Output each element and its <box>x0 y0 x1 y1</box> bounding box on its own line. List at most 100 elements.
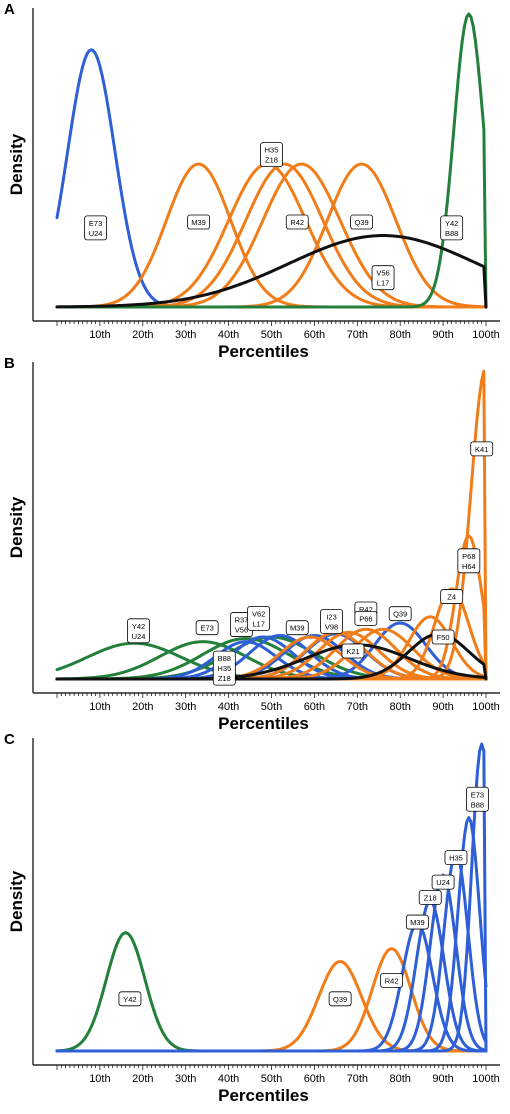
x-tick-label: 90th <box>432 701 453 713</box>
x-tick-label: 10th <box>89 329 110 341</box>
curve-label-text: V62 <box>252 609 265 618</box>
density-curve-black <box>55 632 488 681</box>
curve-label: Q39 <box>350 214 373 230</box>
curve-label-box <box>440 215 464 241</box>
curve-label-text: V56 <box>235 626 248 635</box>
curve-label-box <box>354 610 378 626</box>
curve-label-text: H35 <box>265 146 279 155</box>
curve-label-box <box>187 214 210 230</box>
x-tick-label: 100th <box>472 1073 500 1085</box>
panel-b: B Density 10th 20th 30th 40th 50th 60th 70th 80th… <box>4 355 500 733</box>
curve-label-text: M39 <box>290 624 305 633</box>
x-tick-label: 80th <box>389 701 410 713</box>
curve-label-text: Z18 <box>424 894 437 903</box>
curve-label-text: R42 <box>385 976 399 985</box>
x-tick-label: 20th <box>132 329 153 341</box>
curve-label-text: Q39 <box>333 995 347 1004</box>
x-tick-label: 100th <box>472 329 500 341</box>
curve-label-box <box>195 620 219 636</box>
curve-label-text: U24 <box>436 878 450 887</box>
panel-a: A Density 10th 20th 30th 40th 50th 60th 70th 80th… <box>4 1 500 361</box>
x-tick-label: 30th <box>175 1073 196 1085</box>
curve-label-box <box>341 643 365 659</box>
x-tick-label: 20th <box>132 1073 153 1085</box>
density-curve-blue <box>55 48 488 309</box>
curve-label-text: H64 <box>462 562 476 571</box>
curve-label-box <box>405 914 429 930</box>
curve-label-text: Q39 <box>393 610 407 619</box>
curve-label-text: B88 <box>445 229 458 238</box>
curve-label-text: Y42 <box>132 622 145 631</box>
x-tick-label: 90th <box>432 1073 453 1085</box>
curve-label-box <box>320 609 343 634</box>
density-curve-blue <box>55 742 488 1053</box>
curve-label-text: Y42 <box>123 995 136 1004</box>
x-tick-label: 40th <box>218 1073 239 1085</box>
curve-label-box <box>118 991 142 1007</box>
x-tick-label: 50th <box>261 701 282 713</box>
panel-letter: A <box>4 1 15 18</box>
x-tick-label: 40th <box>218 329 239 341</box>
x-tick-label: 20th <box>132 701 153 713</box>
curve-label-box <box>350 214 373 230</box>
panel-letter: B <box>4 355 15 372</box>
x-tick-label: 100th <box>472 701 500 713</box>
curve-label-text: E73 <box>200 624 213 633</box>
x-tick-label: 10th <box>89 701 110 713</box>
x-tick-label: 90th <box>432 329 453 341</box>
curve-label: Z4 <box>440 589 464 604</box>
curve-label-box <box>470 441 494 457</box>
x-tick-label: 80th <box>389 1073 410 1085</box>
curve-label: E73 <box>195 620 219 636</box>
y-axis-label: Density <box>7 496 26 558</box>
curve-label-text: H35 <box>217 664 231 673</box>
curve-label-text: M39 <box>410 918 425 927</box>
x-tick-label: 70th <box>347 701 368 713</box>
curve-label-text: Y42 <box>445 219 458 228</box>
curve-label-text: Q39 <box>354 218 368 227</box>
curve-label-text: E73 <box>471 790 484 799</box>
curve-label: Y42 <box>118 991 142 1007</box>
density-curve-green <box>55 12 488 309</box>
curve-label-text: K21 <box>346 647 359 656</box>
curve-label-text: U24 <box>132 632 146 641</box>
curve-label: R42 <box>380 972 404 988</box>
curve-label-text: Z18 <box>218 674 231 683</box>
curve-label-box <box>247 605 271 631</box>
curve-label-box <box>285 214 309 230</box>
x-axis-label: Percentiles <box>218 342 309 361</box>
x-tick-label: 30th <box>175 701 196 713</box>
x-tick-label: 60th <box>304 701 325 713</box>
curve-label-text: R42 <box>290 218 304 227</box>
curve-label-text: P68 <box>462 552 475 561</box>
curve-label-text: V98 <box>325 622 338 631</box>
curve-label: M39 <box>285 620 309 636</box>
curve-label-box <box>84 215 108 241</box>
curve-label: Z18 <box>418 890 442 905</box>
curve-label-box <box>212 650 236 686</box>
curve-label-text: P66 <box>359 614 372 623</box>
curve-label-text: R37 <box>235 616 249 625</box>
x-tick-label: 40th <box>218 701 239 713</box>
x-tick-label: 50th <box>261 329 282 341</box>
curve-label: R42 <box>285 214 309 230</box>
x-tick-label: 60th <box>304 329 325 341</box>
curve-label-box <box>431 629 455 645</box>
curve-label-text: I23 <box>326 612 336 621</box>
density-curve-orange <box>55 587 488 681</box>
curve-label-text: K41 <box>475 445 488 454</box>
curve-label: U24 <box>431 874 455 890</box>
curve-label-text: V56 <box>376 269 389 278</box>
curve-label-text: L17 <box>252 619 265 628</box>
curve-label-text: Z18 <box>265 156 278 165</box>
curve-label: Q39 <box>328 991 352 1007</box>
curve-label-text: M39 <box>191 218 206 227</box>
curve-label: K41 <box>470 441 494 457</box>
